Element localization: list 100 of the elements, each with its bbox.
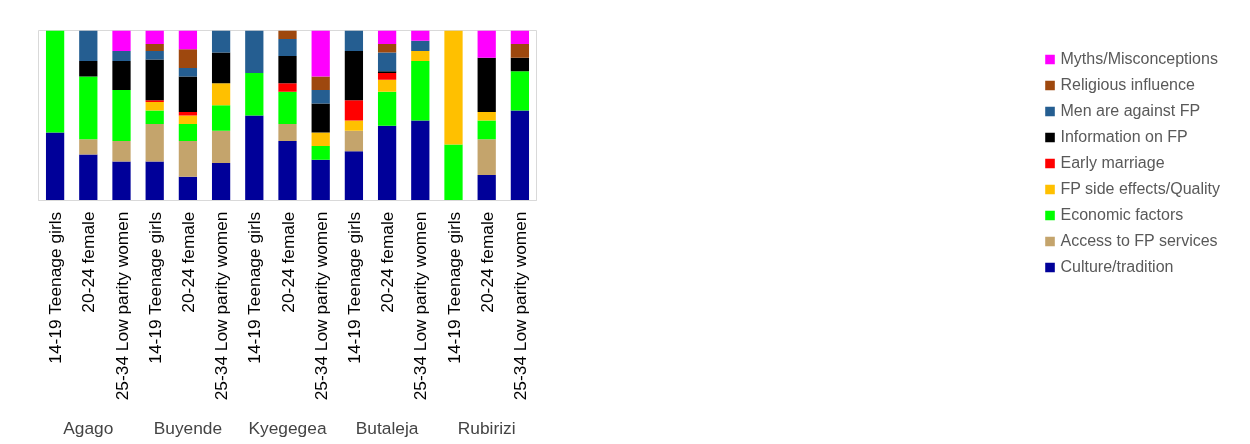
bar bbox=[79, 61, 98, 77]
bar bbox=[245, 73, 264, 116]
bar bbox=[112, 141, 131, 162]
bar bbox=[245, 30, 264, 73]
bar bbox=[45, 132, 65, 201]
x-tick-label: 14-19 Teenage girls bbox=[45, 211, 66, 364]
x-tick-label: 20-24 female bbox=[177, 211, 198, 313]
bar bbox=[510, 30, 530, 45]
bar bbox=[344, 50, 364, 101]
bar bbox=[145, 110, 164, 124]
bar bbox=[477, 30, 496, 58]
bar bbox=[444, 144, 463, 201]
bar bbox=[145, 161, 164, 201]
bar bbox=[510, 110, 530, 201]
bar bbox=[344, 30, 364, 51]
bar bbox=[145, 101, 164, 111]
bar bbox=[178, 115, 198, 124]
bar bbox=[278, 124, 297, 141]
bar bbox=[112, 61, 131, 90]
bar bbox=[377, 79, 397, 92]
bar bbox=[278, 91, 297, 124]
bar bbox=[278, 30, 297, 39]
legend-label: Culture/tradition bbox=[1060, 258, 1174, 276]
bar bbox=[112, 50, 131, 62]
bar bbox=[178, 30, 198, 50]
bar bbox=[211, 30, 231, 53]
x-tick-label: 25-34 Low parity women bbox=[509, 211, 530, 401]
bar bbox=[145, 44, 164, 51]
bar bbox=[145, 59, 164, 101]
bar bbox=[477, 120, 496, 140]
bar bbox=[145, 124, 164, 162]
text: Butaleja bbox=[355, 417, 419, 438]
x-tick-label: 14-19 Teenage girls bbox=[244, 211, 265, 364]
bar bbox=[311, 159, 330, 201]
bar bbox=[510, 71, 530, 111]
bar bbox=[510, 57, 530, 72]
bar bbox=[377, 52, 397, 72]
bar bbox=[377, 30, 397, 45]
bar bbox=[377, 91, 397, 126]
bar bbox=[411, 40, 430, 51]
x-tick-label: 20-24 female bbox=[78, 211, 99, 313]
bar bbox=[311, 90, 330, 104]
bar bbox=[278, 39, 297, 56]
x-tick-label: 25-34 Low parity women bbox=[410, 211, 431, 401]
bar bbox=[79, 139, 98, 155]
legend-label: Myths/Misconceptions bbox=[1060, 50, 1218, 68]
bar bbox=[211, 52, 231, 84]
text: Agago bbox=[63, 417, 114, 438]
legend-label: Early marriage bbox=[1060, 154, 1165, 172]
bar bbox=[278, 56, 297, 84]
bar bbox=[178, 124, 198, 141]
x-tick-label: 14-19 Teenage girls bbox=[343, 211, 364, 364]
bar bbox=[178, 176, 198, 201]
bar bbox=[311, 30, 330, 77]
bar bbox=[79, 76, 98, 140]
text: Buyende bbox=[153, 417, 223, 438]
legend-label: Access to FP services bbox=[1060, 232, 1218, 250]
bar bbox=[211, 83, 231, 106]
bar bbox=[311, 146, 330, 160]
bar bbox=[278, 83, 297, 92]
legend-label: Religious influence bbox=[1060, 76, 1195, 94]
legend-label: FP side effects/Quality bbox=[1060, 180, 1220, 198]
x-tick-label: 25-34 Low parity women bbox=[310, 211, 331, 401]
x-tick-label: 25-34 Low parity women bbox=[111, 211, 132, 401]
bar bbox=[477, 175, 496, 201]
bar bbox=[211, 163, 231, 201]
bar bbox=[79, 30, 98, 62]
bar bbox=[278, 141, 297, 201]
x-tick-label: 20-24 female bbox=[476, 211, 497, 313]
bar bbox=[510, 44, 530, 58]
bar bbox=[112, 90, 131, 141]
x-tick-label: 25-34 Low parity women bbox=[211, 211, 232, 401]
bar bbox=[112, 161, 131, 201]
bar bbox=[377, 125, 397, 201]
bar bbox=[45, 30, 65, 133]
bar bbox=[477, 112, 496, 121]
bar bbox=[477, 139, 496, 175]
bar bbox=[245, 115, 264, 201]
bar bbox=[411, 50, 430, 62]
bar bbox=[344, 151, 364, 201]
bar bbox=[311, 132, 330, 147]
bar bbox=[79, 154, 98, 201]
bar bbox=[178, 112, 198, 116]
bar bbox=[411, 120, 430, 201]
text: Kyegegea bbox=[248, 417, 327, 438]
bar bbox=[178, 49, 198, 68]
bar bbox=[211, 130, 231, 164]
legend-label: Information on FP bbox=[1060, 128, 1188, 146]
bar bbox=[344, 120, 364, 131]
bar bbox=[311, 103, 330, 133]
bar bbox=[411, 30, 430, 41]
bar bbox=[411, 61, 430, 121]
bar bbox=[377, 44, 397, 53]
bar bbox=[311, 76, 330, 90]
text: Rubirizi bbox=[457, 417, 516, 438]
bar bbox=[112, 30, 131, 51]
bar bbox=[211, 105, 231, 131]
bar bbox=[444, 30, 463, 145]
bar bbox=[377, 73, 397, 80]
x-tick-label: 20-24 female bbox=[377, 211, 398, 313]
